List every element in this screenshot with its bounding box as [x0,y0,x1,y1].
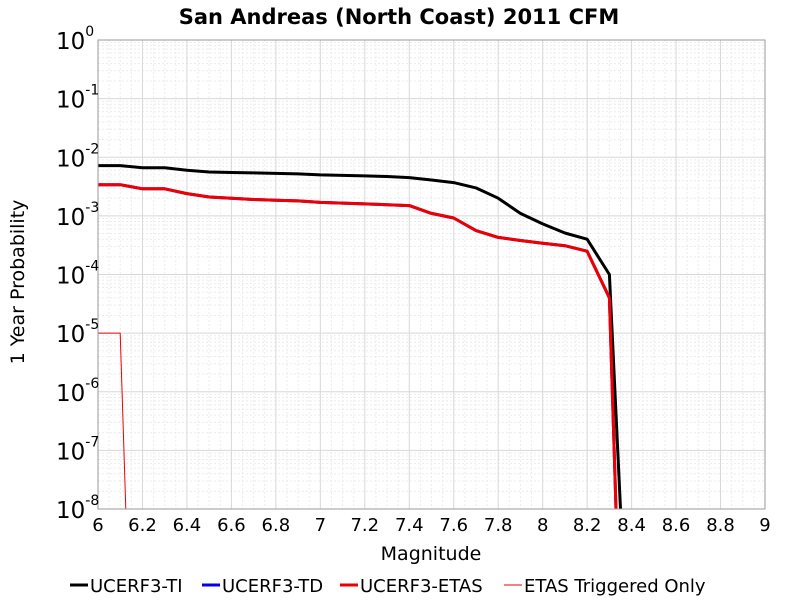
x-tick-label: 6.6 [217,515,246,536]
y-axis-title: 1 Year Probability [7,200,29,365]
x-tick-label: 7.4 [395,515,424,536]
legend: UCERF3-TI UCERF3-TD UCERF3-ETAS ETAS Trigge… [70,576,706,597]
y-tick-label: 10-6 [56,376,99,407]
y-axis-ticks: 100 10-1 10-2 10-3 10-4 10-5 10-6 10-7 10-8 [56,24,99,524]
y-tick-label: 10-7 [56,434,99,465]
x-tick-label: 8 [537,515,548,536]
plot-frame [97,39,766,510]
y-tick-label: 10-8 [56,493,99,524]
legend-label: ETAS Triggered Only [524,576,706,597]
x-tick-label: 8.6 [662,515,691,536]
series-line-ucerf3-etas [98,183,618,510]
legend-label: UCERF3-TD [222,576,323,597]
x-axis-ticks: 6 6.2 6.4 6.6 6.8 7 7.2 7.4 7.6 7.8 8 8.2 8.4 8.6 8.8 9 [92,515,770,536]
y-tick-label: 10-3 [56,200,99,231]
legend-label: UCERF3-TI [90,576,183,597]
x-axis-title: Magnitude [381,543,482,565]
x-tick-label: 9 [759,515,770,536]
grid-lines [97,40,766,510]
x-tick-label: 6.2 [128,515,157,536]
y-tick-label: 10-5 [56,317,99,348]
x-tick-label: 6.4 [173,515,202,536]
y-tick-label: 10-4 [56,259,99,290]
x-tick-label: 6 [92,515,103,536]
legend-label: UCERF3-ETAS [360,576,483,597]
x-tick-label: 6.8 [262,515,291,536]
x-tick-label: 7.6 [439,515,468,536]
x-tick-label: 7.2 [350,515,379,536]
x-tick-label: 8.4 [617,515,646,536]
x-tick-label: 8.8 [706,515,735,536]
y-tick-label: 10-2 [56,141,99,172]
series-lines [98,164,622,510]
series-line-etas-triggered-only [98,332,127,510]
y-tick-label: 10-1 [56,83,99,114]
series-line-ucerf3-ti [98,164,622,510]
y-tick-label: 100 [56,24,94,55]
chart-title: San Andreas (North Coast) 2011 CFM [179,5,620,29]
x-tick-label: 7.8 [484,515,513,536]
x-tick-label: 8.2 [573,515,602,536]
x-tick-label: 7 [315,515,326,536]
